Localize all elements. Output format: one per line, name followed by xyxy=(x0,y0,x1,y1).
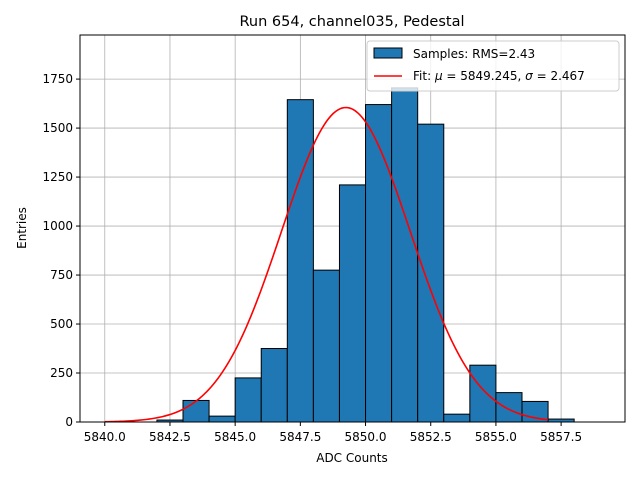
histogram-bar xyxy=(234,377,262,423)
legend-fit-sigma-symbol: σ xyxy=(525,69,533,83)
histogram-bar xyxy=(338,184,367,423)
legend-box xyxy=(366,40,620,92)
histogram-bar xyxy=(417,123,445,423)
histogram-bar xyxy=(391,87,419,423)
legend-fit-sigma-text: = 2.467 xyxy=(533,69,585,83)
histogram-bars xyxy=(156,87,575,423)
legend-fit-mu-text: = 5849.245, xyxy=(443,69,526,83)
chart-title: Run 654, channel035, Pedestal xyxy=(239,14,464,30)
y-tick-label: 1750 xyxy=(42,72,73,86)
x-tick-label: 5845.0 xyxy=(214,430,256,444)
x-tick-label: 5840.0 xyxy=(84,430,126,444)
x-tick-label: 5857.5 xyxy=(540,430,582,444)
x-tick-label: 5850.0 xyxy=(345,430,387,444)
y-tick-label: 1500 xyxy=(42,121,73,135)
histogram-bar xyxy=(469,364,497,423)
histogram-bar xyxy=(182,399,210,423)
x-axis-label: ADC Counts xyxy=(316,451,388,465)
x-tick-label: 5847.5 xyxy=(279,430,321,444)
histogram-bar xyxy=(365,104,393,423)
y-tick-label: 1000 xyxy=(42,219,73,233)
y-tick-label: 500 xyxy=(50,317,73,331)
histogram-bar xyxy=(312,269,340,423)
x-axis-ticks: 5840.0 5842.5 5845.0 5847.5 5850.0 5852.5 5855… xyxy=(84,422,582,444)
histogram-bar xyxy=(286,99,314,423)
y-tick-label: 750 xyxy=(50,268,73,282)
histogram-bar xyxy=(495,392,523,423)
legend-swatch-samples xyxy=(373,47,403,59)
x-tick-label: 5842.5 xyxy=(149,430,191,444)
legend: Samples: RMS=2.43 Fit: μ = 5849.245, σ =… xyxy=(366,40,620,92)
legend-label-samples: Samples: RMS=2.43 xyxy=(413,47,535,61)
y-tick-label: 0 xyxy=(65,415,73,429)
legend-fit-mu-symbol: μ xyxy=(434,69,443,83)
fit-curve xyxy=(104,106,549,423)
legend-fit-prefix: Fit: xyxy=(413,69,435,83)
y-axis-ticks: 0 250 500 750 1000 1250 1500 1750 xyxy=(42,72,80,429)
histogram-bar xyxy=(208,415,236,423)
histogram-bar xyxy=(260,348,288,423)
x-tick-label: 5855.0 xyxy=(475,430,517,444)
legend-label-fit: Fit: μ = 5849.245, σ = 2.467 xyxy=(413,69,585,83)
y-tick-label: 250 xyxy=(50,366,73,380)
y-tick-label: 1250 xyxy=(42,170,73,184)
x-tick-label: 5852.5 xyxy=(410,430,452,444)
histogram-bar xyxy=(443,413,471,423)
plot-frame xyxy=(79,34,626,423)
y-axis-label: Entries xyxy=(15,207,29,249)
